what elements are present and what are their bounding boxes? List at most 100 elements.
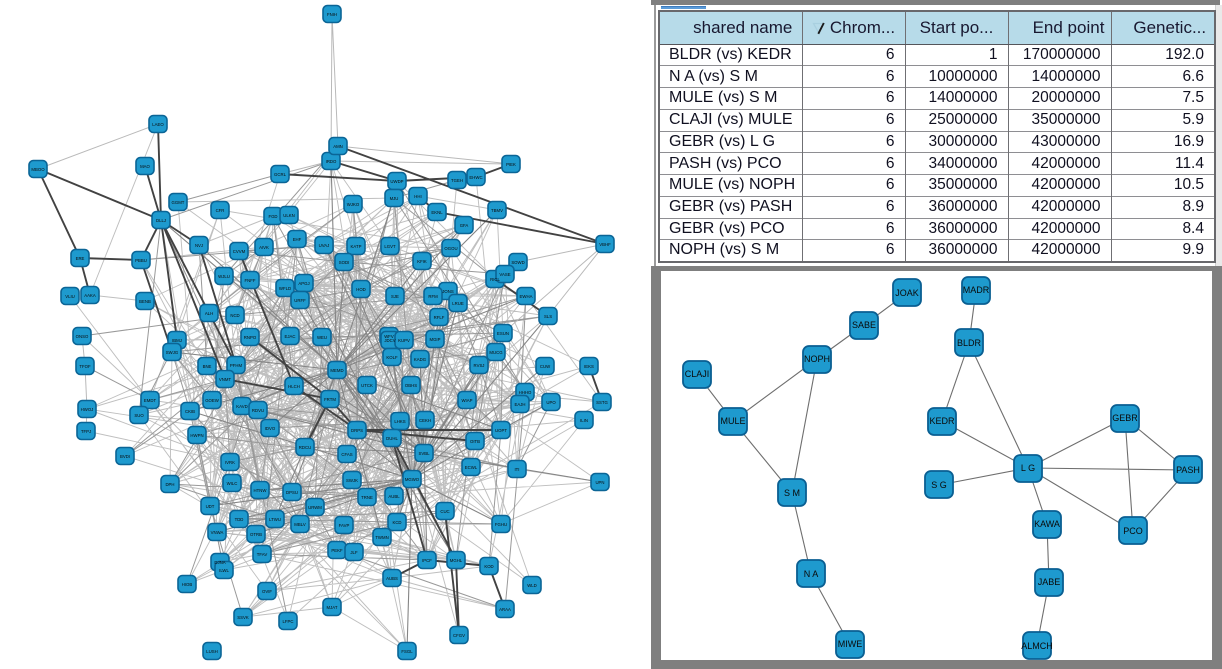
svg-text:HIOB: HIOB [182, 582, 193, 587]
svg-text:EJAC: EJAC [285, 334, 296, 339]
svg-text:PEKF: PEKF [331, 548, 343, 553]
svg-text:RICL: RICL [490, 277, 500, 282]
svg-text:OVIF: OVIF [262, 589, 272, 594]
svg-text:AMN: AMN [333, 144, 343, 149]
svg-text:DJNA: DJNA [214, 560, 225, 565]
svg-text:CEKH: CEKH [419, 418, 431, 423]
svg-text:AIVK: AIVK [259, 245, 269, 250]
svg-text:KOD: KOD [484, 564, 493, 569]
svg-text:IPCF: IPCF [422, 558, 432, 563]
svg-text:LGVT: LGVT [384, 244, 396, 249]
svg-text:HTNW: HTNW [254, 488, 268, 493]
svg-text:KEDR: KEDR [929, 416, 955, 426]
svg-text:RNPO: RNPO [244, 335, 257, 340]
svg-text:IEKS: IEKS [584, 364, 594, 369]
svg-text:LRUE: LRUE [452, 301, 464, 306]
svg-text:VLIU: VLIU [65, 294, 75, 299]
svg-text:KAWA: KAWA [1034, 519, 1060, 529]
svg-text:NVJ: NVJ [195, 243, 203, 248]
svg-text:CUW: CUW [540, 364, 551, 369]
svg-text:GOEW: GOEW [205, 398, 220, 403]
svg-text:IRDO: IRDO [326, 159, 337, 164]
svg-text:RFLF: RFLF [434, 315, 445, 320]
svg-text:OGOU: OGOU [444, 246, 457, 251]
svg-text:WIAP: WIAP [462, 398, 473, 403]
svg-text:UTCK: UTCK [361, 383, 373, 388]
svg-text:UVAJ: UVAJ [319, 243, 330, 248]
svg-text:WFV: WFV [384, 334, 394, 339]
svg-text:VNMT: VNMT [219, 377, 232, 382]
svg-text:GEBR: GEBR [1112, 413, 1138, 423]
svg-text:FSGL: FSGL [401, 649, 413, 654]
svg-text:FGHU: FGHU [495, 522, 507, 527]
svg-text:TRNE: TRNE [361, 495, 373, 500]
svg-text:TFPJ: TFPJ [81, 429, 91, 434]
svg-text:EAJH: EAJH [515, 402, 526, 407]
svg-text:RDCU: RDCU [299, 445, 311, 450]
svg-text:LHKS: LHKS [394, 419, 405, 424]
svg-text:TDD: TDD [235, 517, 244, 522]
svg-text:TGEH: TGEH [451, 178, 463, 183]
svg-text:S G: S G [931, 480, 947, 490]
svg-text:JDCV: JDCV [384, 338, 395, 343]
svg-text:SJE: SJE [391, 294, 399, 299]
svg-text:IDVO: IDVO [265, 426, 276, 431]
svg-text:NOPH: NOPH [804, 354, 830, 364]
svg-text:GFA: GFA [460, 223, 469, 228]
svg-text:TFOF: TFOF [79, 364, 91, 369]
svg-text:GCRL: GCRL [274, 172, 287, 177]
svg-text:SVBL: SVBL [419, 451, 431, 456]
svg-text:RFM: RFM [428, 294, 438, 299]
svg-text:JLF: JLF [350, 550, 358, 555]
svg-text:KUPV: KUPV [398, 338, 410, 343]
svg-text:KCD: KCD [392, 520, 401, 525]
svg-text:SODI: SODI [339, 260, 350, 265]
svg-text:IVRK: IVRK [225, 460, 235, 465]
svg-text:BENB: BENB [139, 299, 151, 304]
svg-text:FGD: FGD [268, 214, 277, 219]
svg-text:JONS: JONS [442, 289, 454, 294]
svg-text:IBMJ: IBMJ [172, 338, 182, 343]
svg-text:ALH: ALH [205, 311, 213, 316]
svg-text:EHF: EHF [293, 237, 302, 242]
svg-text:JABE: JABE [1038, 577, 1061, 587]
svg-text:LFPC: LFPC [283, 619, 294, 624]
svg-text:KAVD: KAVD [236, 404, 247, 409]
svg-text:TFAV: TFAV [257, 552, 268, 557]
svg-text:UWDP: UWDP [390, 179, 403, 184]
svg-text:PIEK: PIEK [506, 162, 516, 167]
svg-text:SWJG: SWJG [166, 350, 179, 355]
svg-text:HHI: HHI [414, 194, 421, 199]
svg-text:PFHM: PFHM [230, 363, 243, 368]
svg-text:PBBU: PBBU [135, 258, 147, 263]
svg-text:TWMN: TWMN [375, 535, 388, 540]
svg-text:MAO: MAO [140, 164, 150, 169]
svg-text:NCD: NCD [230, 313, 239, 318]
svg-text:EHWC: EHWC [469, 175, 482, 180]
svg-text:URWM: URWM [308, 505, 322, 510]
svg-text:MEMD: MEMD [330, 368, 343, 373]
svg-text:FNIH: FNIH [327, 12, 337, 17]
svg-text:RDVU: RDVU [252, 408, 264, 413]
svg-text:SWJK: SWJK [346, 478, 358, 483]
svg-text:AUBL: AUBL [388, 494, 400, 499]
svg-text:FNFF: FNFF [245, 278, 256, 283]
svg-text:MJAT: MJAT [327, 605, 338, 610]
svg-text:MJU: MJU [390, 196, 399, 201]
svg-text:SABE: SABE [852, 320, 876, 330]
svg-text:ILIN: ILIN [580, 418, 588, 423]
svg-text:KFIK: KFIK [417, 259, 427, 264]
svg-text:SSVK: SSVK [237, 615, 249, 620]
svg-text:OTRB: OTRB [250, 532, 262, 537]
svg-text:KOLF: KOLF [386, 355, 398, 360]
svg-text:UPO: UPO [546, 400, 556, 405]
svg-text:KATP: KATP [351, 244, 362, 249]
svg-text:ONSO: ONSO [76, 334, 89, 339]
svg-text:HWPN: HWPN [190, 433, 203, 438]
svg-text:CFR: CFR [216, 208, 225, 213]
svg-text:CVVM: CVVM [233, 249, 246, 254]
svg-text:DUHL: DUHL [386, 436, 398, 441]
svg-text:ARAA: ARAA [499, 607, 511, 612]
svg-text:WJKO: WJKO [347, 202, 360, 207]
svg-text:EMDT: EMDT [144, 398, 157, 403]
